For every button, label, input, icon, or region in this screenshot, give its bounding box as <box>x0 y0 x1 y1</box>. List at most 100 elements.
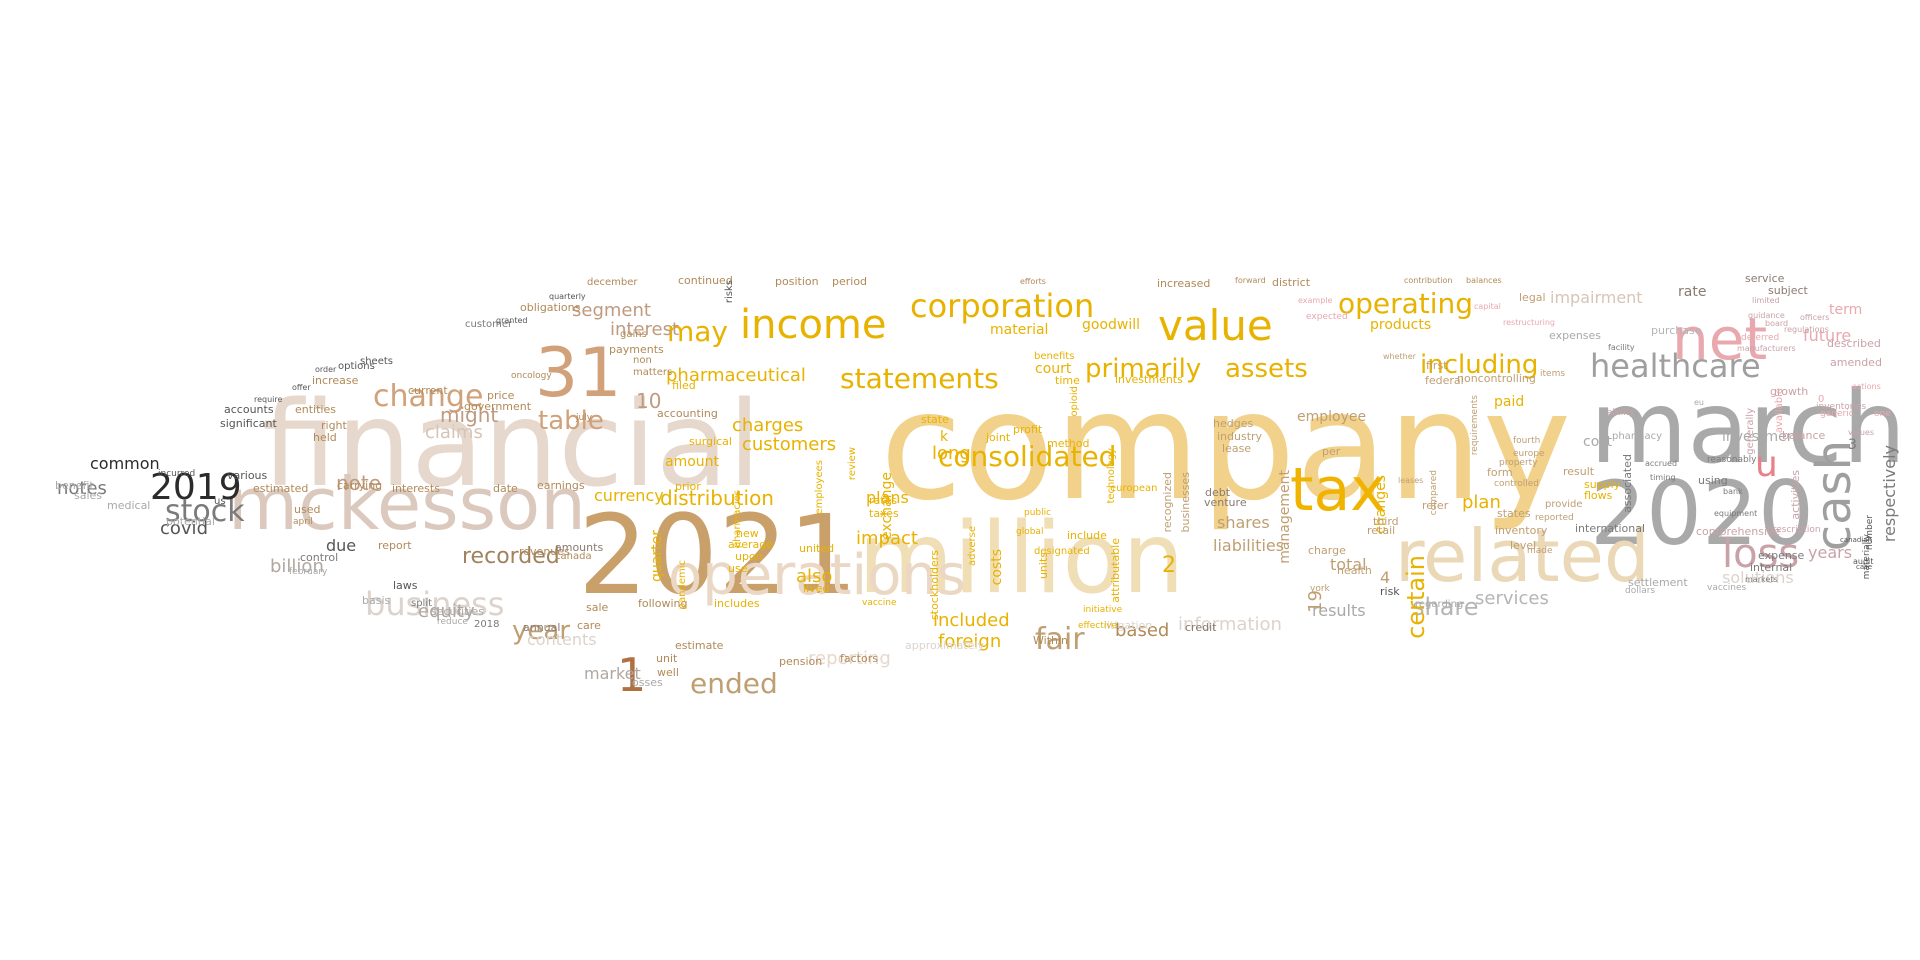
word-held: held <box>313 431 337 444</box>
word-flows: flows <box>1584 489 1613 502</box>
word-first: first <box>1426 359 1448 372</box>
word-level: level <box>1510 539 1537 552</box>
word-offer: offer <box>292 383 311 392</box>
word-amounts: amounts <box>555 541 604 554</box>
word-report: report <box>378 539 412 552</box>
word-date: date <box>493 482 518 495</box>
word-controlled: controlled <box>1494 479 1539 489</box>
word-various: various <box>227 469 268 482</box>
word-internal: internal <box>1750 561 1793 574</box>
word-vaccine: vaccine <box>862 598 897 608</box>
word-hedges: hedges <box>1213 417 1254 430</box>
word-2021: 2021 <box>578 491 858 619</box>
word-certain: certain <box>1402 555 1430 639</box>
word-charge: charge <box>1308 544 1346 557</box>
word-stock: stock <box>165 494 245 529</box>
word-operations: operations <box>668 543 967 608</box>
word-timing: timing <box>1650 473 1676 482</box>
word-within: Within <box>1033 634 1069 647</box>
word-taxes: taxes <box>869 507 899 520</box>
word-carrying: carrying <box>337 479 383 492</box>
word-future: future <box>1803 326 1852 345</box>
word-gains: gains <box>620 329 647 340</box>
word-health: health <box>1337 564 1372 577</box>
word-result: result <box>1563 465 1595 478</box>
word-long: long <box>932 443 971 464</box>
word-based: based <box>1115 620 1170 641</box>
word-benefits: benefits <box>1034 351 1075 362</box>
word-balances: balances <box>1466 276 1502 285</box>
word-interest: interest <box>610 319 680 340</box>
word-liabilities: liabilities <box>1213 536 1285 555</box>
word-described: described <box>1827 337 1881 350</box>
word-restructuring: restructuring <box>1503 318 1555 327</box>
word-form: form <box>1487 466 1513 479</box>
word-4: 4 <box>1380 568 1391 587</box>
word-management: management <box>1277 470 1293 564</box>
word-market: market <box>584 664 641 683</box>
word-investment: investment <box>1722 429 1802 445</box>
word-contribution: contribution <box>1404 276 1453 285</box>
word-current: current <box>408 384 448 397</box>
word-2020: 2020 <box>1590 462 1814 565</box>
word-options: options <box>338 361 375 372</box>
word-time: time <box>1055 374 1080 387</box>
word-2: 2 <box>1162 553 1176 578</box>
word-expense: expense <box>1758 549 1805 562</box>
word-billion: billion <box>270 556 324 577</box>
word-efforts: efforts <box>1020 277 1046 286</box>
word-solutions: solutions <box>1722 568 1794 587</box>
word-noncontrolling: noncontrolling <box>1457 372 1536 385</box>
word-expenses: expenses <box>1549 329 1602 342</box>
word-factors: factors <box>840 652 878 665</box>
word-paid: paid <box>1494 394 1525 410</box>
word-effective: effective <box>1078 621 1118 631</box>
word-significant: significant <box>220 417 277 430</box>
word-estimate: estimate <box>675 639 724 652</box>
word-matters: matters <box>633 367 673 378</box>
word-per: per <box>1322 445 1341 458</box>
word-distribution: distribution <box>660 486 774 510</box>
word-well: well <box>657 666 679 679</box>
word-year: year <box>512 616 571 646</box>
word-term: term <box>1829 302 1863 318</box>
word-expected: expected <box>1306 312 1348 322</box>
word-reduce: reduce <box>437 617 468 627</box>
word-february: february <box>289 567 328 577</box>
word-following: following <box>638 597 688 610</box>
word-risk: risk <box>1380 585 1400 598</box>
word-court: court <box>1035 361 1072 377</box>
word-accounting: accounting <box>657 407 718 420</box>
word-actions: actions <box>1852 382 1881 391</box>
word-initiative: initiative <box>1083 605 1123 615</box>
word-control: control <box>300 551 339 564</box>
word-lease: lease <box>1222 442 1252 455</box>
word-contents: contents <box>527 630 597 649</box>
word-respectively: respectively <box>1880 445 1899 543</box>
word-price: price <box>487 389 515 402</box>
word-generally: generally <box>1745 408 1756 455</box>
word-due: due <box>326 536 357 555</box>
word-use: use <box>728 562 748 575</box>
word-venture: venture <box>1204 496 1247 509</box>
word-deferred: deferred <box>1741 333 1780 343</box>
word-review: review <box>847 447 858 481</box>
word-increased: increased <box>1157 277 1211 290</box>
word-canadian: canadian <box>1840 536 1872 544</box>
word-states: states <box>1497 507 1531 520</box>
word-public: public <box>1024 508 1052 518</box>
word-total: total <box>1330 555 1367 574</box>
word-dollars: dollars <box>1625 586 1656 596</box>
word-board: board <box>1765 319 1789 328</box>
word-growth: growth <box>1770 385 1809 398</box>
word-share: share <box>1412 593 1479 621</box>
word-bank: bank <box>1723 487 1743 496</box>
word-value: value <box>1158 301 1273 350</box>
word-benefit: benefit <box>55 479 94 492</box>
word-values: values <box>1848 428 1875 437</box>
word-charges: charges <box>732 415 804 436</box>
word-amount: amount <box>665 454 720 470</box>
word-require: require <box>254 395 283 404</box>
word-goodwill: goodwill <box>1082 317 1141 333</box>
